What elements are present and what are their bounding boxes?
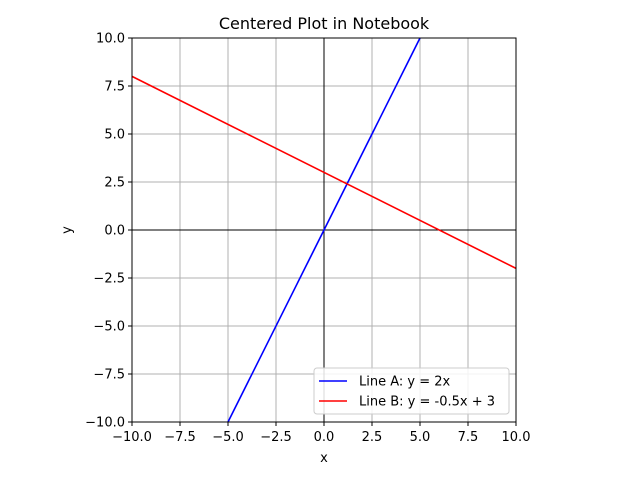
series-line-a (227, 37, 421, 423)
legend-frame (313, 367, 510, 415)
y-axis-label: y (60, 226, 75, 234)
x-tick-label: 0.0 (314, 430, 335, 445)
y-axis-ticks: −10.0 −7.5 −5.0 −2.5 0.0 2.5 5.0 7.5 10.0 (85, 32, 132, 431)
y-tick-label: 5.0 (104, 128, 125, 143)
x-tick-label: −5.0 (212, 430, 244, 445)
x-axis-ticks: −10.0 −7.5 −5.0 −2.5 0.0 2.5 5.0 7.5 10.0 (112, 422, 530, 445)
x-tick-label: 2.5 (362, 430, 383, 445)
series-lines (131, 37, 517, 423)
legend: Line A: y = 2x Line B: y = -0.5x + 3 (313, 367, 510, 415)
y-tick-label: −7.5 (93, 368, 125, 383)
plot-area (131, 37, 517, 423)
y-tick-label: −5.0 (93, 320, 125, 335)
legend-label: Line B: y = -0.5x + 3 (359, 395, 495, 410)
y-tick-label: −2.5 (93, 272, 125, 287)
series-line-b (131, 75, 517, 270)
legend-label: Line A: y = 2x (359, 375, 451, 390)
x-tick-label: 7.5 (458, 430, 479, 445)
y-tick-label: −10.0 (85, 416, 125, 431)
x-tick-label: 10.0 (502, 430, 531, 445)
x-tick-label: −10.0 (112, 430, 152, 445)
y-tick-label: 10.0 (96, 32, 125, 47)
x-axis-label: x (320, 451, 328, 466)
y-tick-label: 0.0 (104, 224, 125, 239)
y-tick-label: 7.5 (104, 80, 125, 95)
chart-title: Centered Plot in Notebook (219, 14, 430, 33)
x-tick-label: −2.5 (260, 430, 292, 445)
x-tick-label: −7.5 (164, 430, 196, 445)
y-tick-label: 2.5 (104, 176, 125, 191)
x-tick-label: 5.0 (410, 430, 431, 445)
